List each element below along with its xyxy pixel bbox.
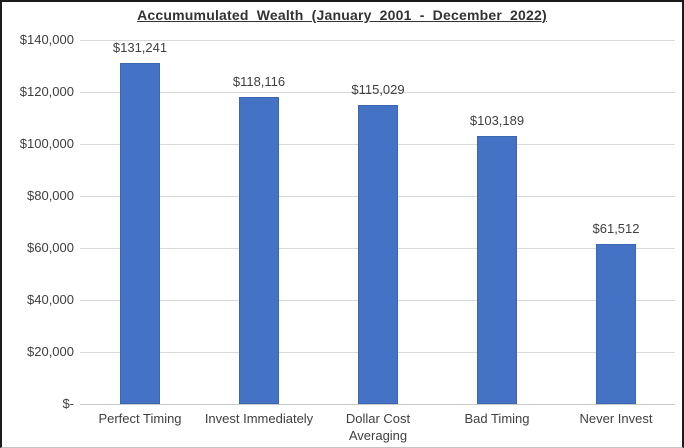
y-axis-tick-label: $140,000	[19, 32, 74, 47]
x-axis-line	[80, 404, 675, 405]
bar	[477, 136, 517, 404]
x-axis-category-label: Perfect Timing	[98, 411, 182, 426]
x-axis-category-label: Invest Immediately	[204, 411, 314, 426]
bar-value-label: $61,512	[592, 221, 640, 236]
bar	[358, 105, 398, 404]
bar-value-label: $103,189	[469, 113, 525, 128]
chart-title: Accumumulated Wealth (January 2001 - Dec…	[137, 7, 547, 23]
y-axis-tick-label: $60,000	[27, 240, 74, 255]
x-axis-category-label: Dollar Cost Averaging	[345, 411, 411, 443]
x-axis-category-label: Never Invest	[579, 411, 653, 426]
bar-value-label: $131,241	[112, 40, 168, 55]
x-axis-category-label: Bad Timing	[464, 411, 530, 426]
bar	[239, 97, 279, 404]
y-axis-tick-label: $80,000	[27, 188, 74, 203]
y-axis-tick-label: $20,000	[27, 344, 74, 359]
gridline	[80, 92, 675, 93]
bar	[120, 63, 160, 404]
bar-value-label: $118,116	[232, 74, 286, 89]
bar	[596, 244, 636, 404]
bar-value-label: $115,029	[351, 82, 405, 97]
y-axis-tick-label: $120,000	[19, 84, 74, 99]
y-axis-tick-label: $40,000	[27, 292, 74, 307]
y-axis-tick-label: $100,000	[19, 136, 74, 151]
y-axis-tick-label: $-	[62, 396, 74, 411]
gridline	[80, 40, 675, 41]
